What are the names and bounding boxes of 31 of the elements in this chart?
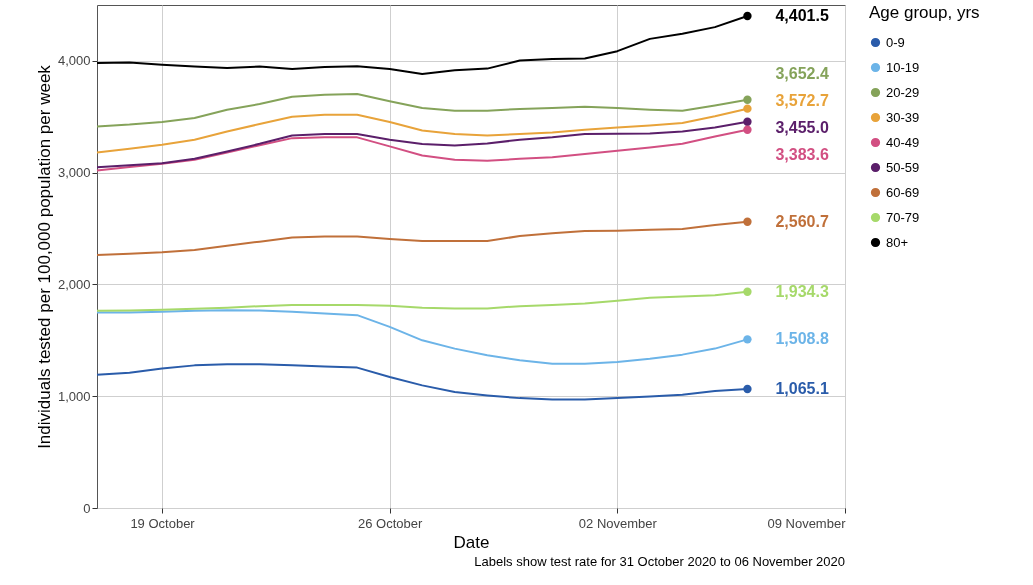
data-label: 3,455.0 bbox=[775, 119, 829, 137]
x-axis-title: Date bbox=[453, 532, 490, 552]
x-tick-label: 26 October bbox=[358, 515, 424, 531]
legend-label: 60-69 bbox=[886, 184, 920, 200]
legend-label: 80+ bbox=[886, 234, 909, 250]
x-tick-label: 09 November bbox=[767, 515, 847, 531]
legend-label: 0-9 bbox=[886, 34, 905, 50]
legend-label: 30-39 bbox=[886, 109, 920, 125]
data-label: 1,934.3 bbox=[775, 282, 829, 300]
legend-label: 70-79 bbox=[886, 209, 920, 225]
x-tick-label: 19 October bbox=[130, 515, 196, 531]
y-tick-label: 0 bbox=[83, 500, 91, 516]
y-tick-label: 1,000 bbox=[57, 388, 91, 404]
data-label: 4,401.5 bbox=[775, 7, 829, 25]
legend-title: Age group, yrs bbox=[869, 3, 980, 22]
legend-label: 20-29 bbox=[886, 84, 920, 100]
legend-label: 10-19 bbox=[886, 59, 920, 75]
y-tick-label: 2,000 bbox=[57, 276, 91, 292]
data-label: 3,383.6 bbox=[775, 146, 829, 164]
data-label: 2,560.7 bbox=[775, 212, 829, 230]
legend-label: 50-59 bbox=[886, 159, 920, 175]
data-label: 1,065.1 bbox=[775, 379, 829, 397]
text: Labels show test rate for 31 October 2020 to 06 November 2020 bbox=[474, 554, 845, 569]
data-label: 1,508.8 bbox=[775, 330, 829, 348]
data-label: 3,572.7 bbox=[775, 92, 829, 110]
y-tick-label: 3,000 bbox=[57, 165, 91, 181]
y-axis-title: Individuals tested per 100,000 population per week bbox=[34, 64, 54, 449]
legend-label: 40-49 bbox=[886, 134, 920, 150]
y-tick-label: 4,000 bbox=[57, 53, 91, 69]
data-label: 3,652.4 bbox=[775, 65, 829, 83]
x-tick-label: 02 November bbox=[578, 515, 658, 531]
